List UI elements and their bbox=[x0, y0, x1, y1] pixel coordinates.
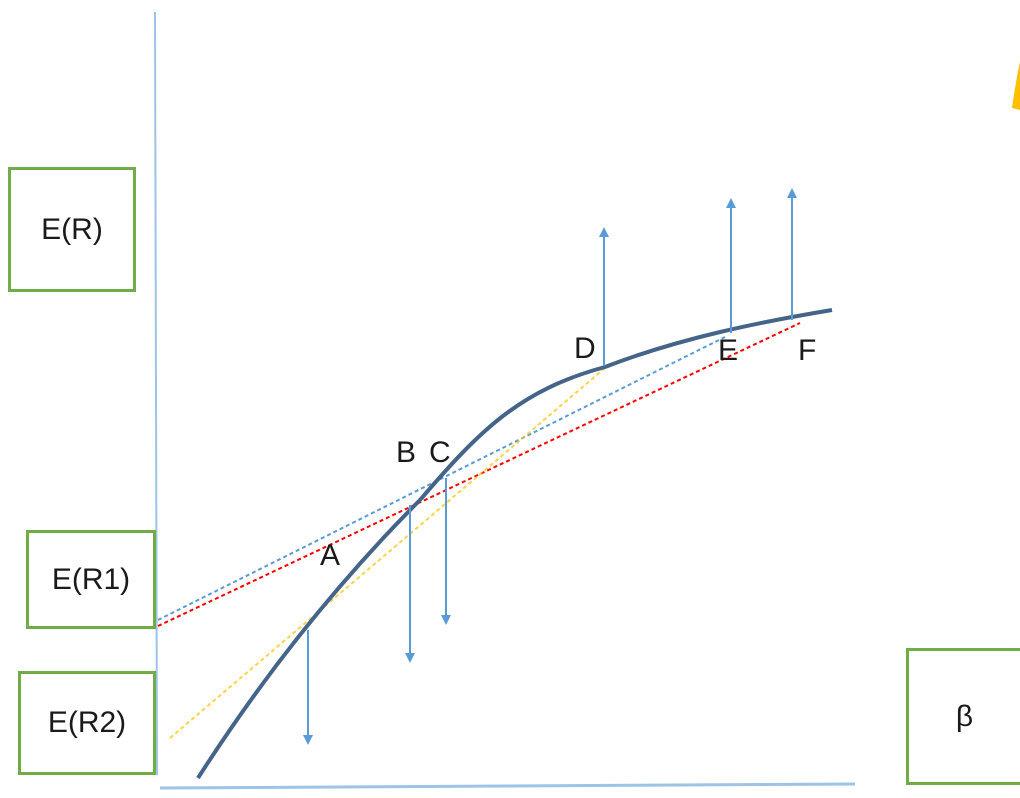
orange-dashed-line bbox=[169, 367, 606, 739]
yellow-shape-fragment bbox=[1012, 62, 1020, 110]
blue-dashed-line bbox=[157, 336, 726, 621]
point-label-c: C bbox=[429, 436, 451, 469]
security-market-curve bbox=[196, 308, 833, 780]
red-dashed-line bbox=[157, 322, 801, 627]
label-box-beta: β bbox=[906, 648, 1020, 785]
label-box-er: E(R) bbox=[8, 167, 136, 292]
point-label-a: A bbox=[320, 539, 340, 572]
label-box-er1: E(R1) bbox=[26, 530, 156, 629]
label-box-er2: E(R2) bbox=[18, 671, 156, 775]
point-label-f: F bbox=[798, 334, 816, 367]
point-label-e: E bbox=[718, 334, 738, 367]
point-label-d: D bbox=[574, 332, 596, 365]
point-label-b: B bbox=[396, 436, 416, 469]
y-axis bbox=[154, 11, 158, 776]
x-axis bbox=[159, 782, 856, 790]
